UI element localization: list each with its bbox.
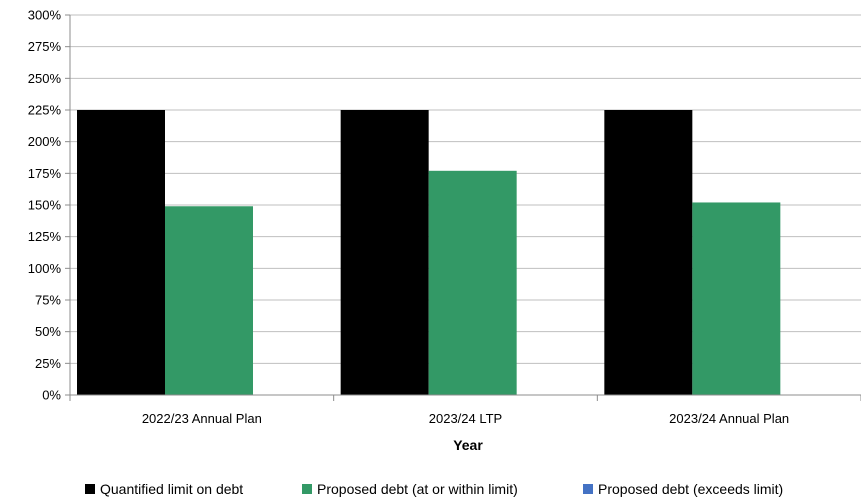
y-tick-label: 125% (28, 229, 62, 244)
x-tick-label: 2023/24 Annual Plan (669, 411, 789, 426)
y-tick-label: 275% (28, 39, 62, 54)
legend-label: Quantified limit on debt (100, 481, 243, 497)
axes (69, 15, 861, 401)
legend-swatch (85, 484, 95, 494)
y-tick-label: 200% (28, 134, 62, 149)
y-tick-label: 225% (28, 103, 62, 118)
legend-swatch (583, 484, 593, 494)
y-tick-label: 25% (35, 356, 61, 371)
bar-quantified-limit-on-debt-0 (77, 110, 165, 395)
bar-proposed-debt-at-or-within-limit-0 (165, 206, 253, 395)
bar-quantified-limit-on-debt-1 (340, 110, 429, 395)
y-tick-label: 150% (28, 198, 62, 213)
bar-proposed-debt-at-or-within-limit-1 (428, 170, 517, 395)
y-tick-label: 75% (35, 293, 61, 308)
y-tick-label: 250% (28, 71, 62, 86)
y-tick-label: 50% (35, 324, 61, 339)
y-tick-label: 100% (28, 261, 62, 276)
x-tick-label: 2022/23 Annual Plan (142, 411, 262, 426)
y-tick-label: 0% (42, 388, 61, 403)
bars (77, 110, 781, 395)
bar-proposed-debt-at-or-within-limit-2 (692, 202, 781, 395)
legend-label: Proposed debt (at or within limit) (317, 481, 518, 497)
y-tick-label: 175% (28, 166, 62, 181)
legend: Quantified limit on debt Proposed debt (a… (85, 481, 783, 497)
x-tick-label: 2023/24 LTP (429, 411, 502, 426)
y-tick-labels: 0% 25% 50% 75% 100% 125% 150% 175% 200% 225% 250% 2… (28, 8, 62, 403)
bar-quantified-limit-on-debt-2 (604, 110, 693, 395)
x-axis-label: Year (453, 437, 483, 453)
y-tick-label: 300% (28, 8, 62, 23)
x-tick-labels: 2022/23 Annual Plan 2023/24 LTP 2023/24 An… (142, 411, 789, 426)
legend-label: Proposed debt (exceeds limit) (598, 481, 783, 497)
legend-swatch (302, 484, 312, 494)
